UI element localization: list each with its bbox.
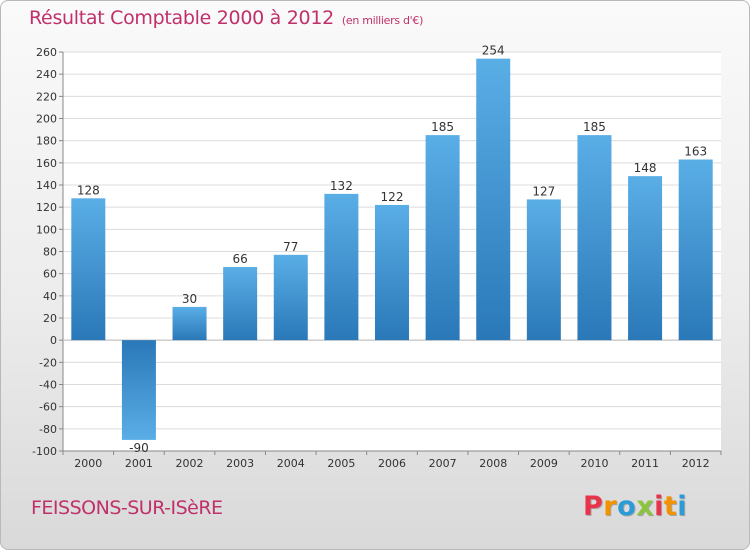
x-tick-label: 2000 [74,457,102,470]
logo-letter: r [603,491,618,522]
logo-letter: i [677,491,688,522]
y-tick-label: 260 [36,46,57,59]
x-tick-label: 2003 [226,457,254,470]
y-tick-label: 80 [43,246,57,259]
data-label-2011: 148 [634,161,657,175]
y-tick-label: 160 [36,157,57,170]
y-tick-label: 0 [50,334,57,347]
y-tick-label: 220 [36,90,57,103]
logo-letter: o [617,491,637,522]
bar-2010 [577,135,612,341]
data-label-2012: 163 [684,145,707,159]
y-tick-label: -100 [32,445,57,458]
proxiti-logo: Proxiti [583,491,687,522]
x-tick-label: 2009 [530,457,558,470]
logo-letter: P [583,491,604,522]
x-tick-label: 2008 [479,457,507,470]
y-tick-label: 100 [36,223,57,236]
bar-2006 [375,204,409,341]
chart-title: Résultat Comptable 2000 à 2012 (en millie… [29,7,423,29]
x-tick-label: 2006 [378,457,406,470]
logo-letter: x [636,491,655,522]
bar-2001 [121,340,156,440]
bar-2011 [628,176,663,341]
data-label-2001: -90 [129,441,149,455]
y-tick-label: 240 [36,68,57,81]
y-tick-label: 40 [43,290,57,303]
x-tick-label: 2005 [327,457,355,470]
y-tick-label: -20 [39,356,57,369]
commune-name: FEISSONS-SUR-ISèRE [31,497,223,519]
data-label-2009: 127 [532,184,555,198]
logo-letter: i [654,491,664,522]
y-tick-label: 180 [36,135,57,148]
data-label-2010: 185 [583,120,606,134]
data-label-2003: 66 [233,252,248,266]
bar-2002 [172,306,207,341]
data-label-2005: 132 [330,179,353,193]
logo-letter: t [663,491,678,522]
x-tick-label: 2004 [277,457,305,470]
data-label-2008: 254 [482,44,505,58]
data-label-2000: 128 [77,183,100,197]
x-tick-label: 2001 [125,457,153,470]
y-tick-label: 60 [43,268,57,281]
bar-2003 [223,267,258,341]
y-tick-label: 20 [43,312,57,325]
x-tick-label: 2010 [580,457,608,470]
y-tick-label: -40 [39,379,57,392]
y-tick-label: 140 [36,179,57,192]
bar-2004 [273,254,308,341]
x-tick-label: 2011 [631,457,659,470]
data-label-2007: 185 [431,120,454,134]
title-unit: (en milliers d'€) [341,14,424,27]
x-tick-label: 2007 [429,457,457,470]
data-label-2004: 77 [283,240,298,254]
title-text: Résultat Comptable 2000 à 2012 [29,7,334,29]
data-label-2002: 30 [182,292,197,306]
bar-2009 [526,199,561,341]
bar-2007 [425,135,460,341]
bar-2008 [476,58,511,341]
y-tick-label: -80 [39,423,57,436]
y-tick-label: 120 [36,201,57,214]
y-tick-label: 200 [36,113,57,126]
x-tick-label: 2012 [682,457,710,470]
data-label-2006: 122 [381,190,404,204]
x-tick-label: 2002 [176,457,204,470]
bar-2012 [678,159,713,341]
y-tick-label: -60 [39,401,57,414]
bar-2005 [324,193,359,341]
bar-2000 [71,198,106,341]
